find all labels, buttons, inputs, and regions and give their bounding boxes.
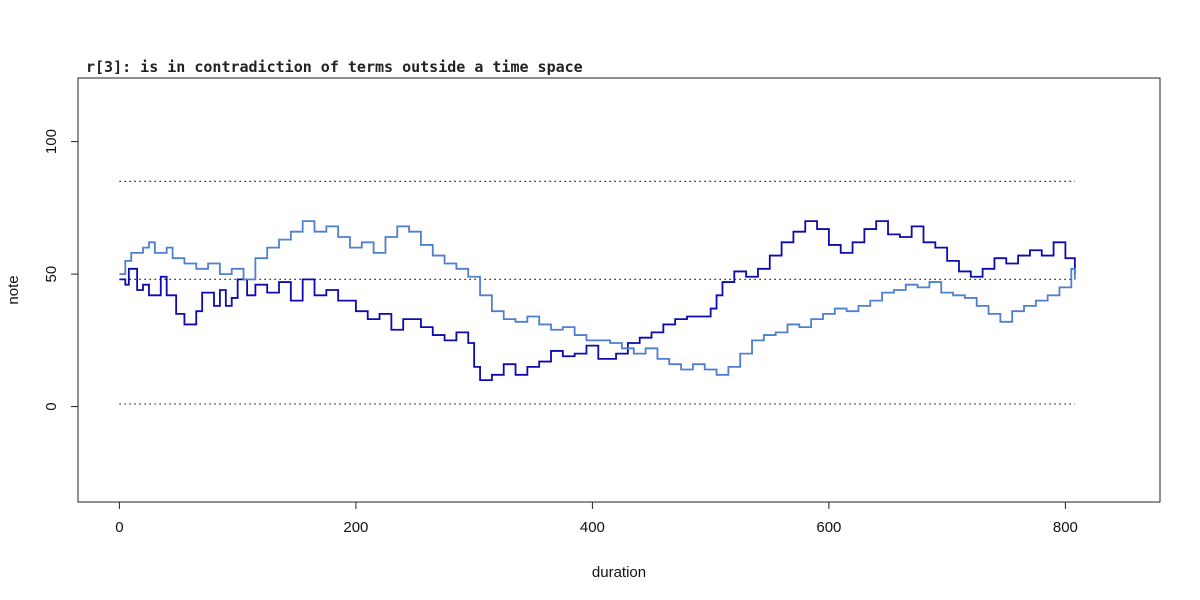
- x-tick-label: 800: [1053, 519, 1078, 536]
- y-axis-label: note: [5, 275, 22, 304]
- x-tick-label: 200: [343, 519, 368, 536]
- x-axis: 0 200 400 600 800: [115, 501, 1078, 536]
- reference-lines: [119, 180, 1075, 405]
- x-axis-label: duration: [592, 564, 646, 581]
- series-layer: [119, 220, 1076, 381]
- x-tick-label: 600: [816, 519, 841, 536]
- y-axis: 0 50 100: [43, 129, 79, 411]
- y-tick-label: 50: [43, 266, 60, 283]
- series-line-1: [119, 220, 1076, 381]
- x-tick-label: 0: [115, 519, 123, 536]
- chart-title: r[3]: is in contradiction of terms outsi…: [86, 58, 583, 76]
- series-line-2: [119, 220, 1076, 376]
- y-tick-label: 0: [43, 402, 60, 410]
- x-tick-label: 400: [580, 519, 605, 536]
- plot-border: [77, 77, 1161, 503]
- y-tick-label: 100: [43, 129, 60, 154]
